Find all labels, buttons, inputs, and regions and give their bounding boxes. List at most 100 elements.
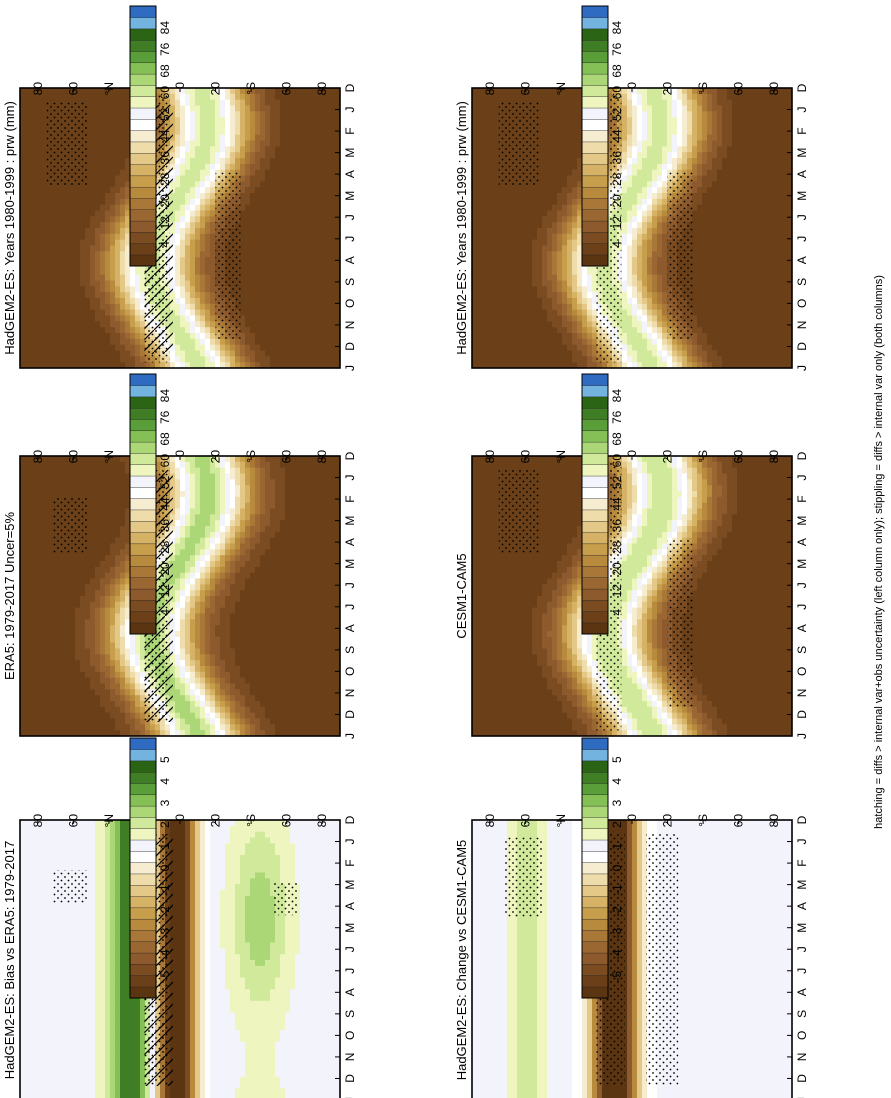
heatmap-cell xyxy=(290,204,296,211)
heatmap-cell xyxy=(637,362,643,369)
heatmap-cell xyxy=(20,88,26,95)
heatmap-cell xyxy=(190,88,196,95)
heatmap-cell xyxy=(240,333,246,340)
heatmap-cell xyxy=(225,128,231,136)
heatmap-cell xyxy=(482,134,488,141)
heatmap-cell xyxy=(25,99,31,106)
heatmap-cell xyxy=(335,228,341,235)
heatmap-cell xyxy=(572,117,578,124)
heatmap-cell xyxy=(335,111,341,118)
heatmap-cell xyxy=(275,93,281,101)
heatmap-cell xyxy=(20,228,26,235)
heatmap-cell xyxy=(240,163,246,171)
heatmap-cell xyxy=(20,274,26,281)
heatmap-cell xyxy=(330,169,336,176)
heatmap-cell xyxy=(170,362,176,369)
heatmap-cell xyxy=(265,140,271,147)
heatmap-cell xyxy=(50,216,56,223)
heatmap-cell xyxy=(532,222,538,229)
heatmap-cell xyxy=(205,239,211,246)
heatmap-cell xyxy=(185,239,191,246)
heatmap-cell xyxy=(517,222,523,229)
heatmap-cell xyxy=(315,193,321,200)
heatmap-cell xyxy=(85,181,91,188)
heatmap-cell xyxy=(572,123,578,130)
heatmap-cell xyxy=(250,298,256,305)
heatmap-cell xyxy=(280,99,286,106)
heatmap-cell xyxy=(572,274,578,281)
heatmap-cell xyxy=(200,344,206,351)
heatmap-cell xyxy=(477,134,483,141)
heatmap-cell xyxy=(120,88,126,95)
heatmap-cell xyxy=(190,93,196,101)
heatmap-cell xyxy=(265,257,271,264)
heatmap-cell xyxy=(180,298,186,305)
heatmap-cell xyxy=(522,344,528,351)
heatmap-cell xyxy=(130,321,136,328)
heatmap-cell xyxy=(305,193,311,200)
heatmap-cell xyxy=(482,216,488,223)
heatmap-cell xyxy=(200,128,206,136)
heatmap-cell xyxy=(275,245,281,252)
heatmap-cell xyxy=(285,222,291,229)
heatmap-cell xyxy=(215,117,221,124)
heatmap-cell xyxy=(310,181,316,188)
heatmap-cell xyxy=(522,245,528,252)
heatmap-cell xyxy=(637,216,643,223)
heatmap-cell xyxy=(120,263,126,270)
heatmap-cell xyxy=(557,204,563,211)
heatmap-cell xyxy=(130,274,136,281)
heatmap-cell xyxy=(472,350,478,357)
heatmap-cell xyxy=(642,280,648,287)
heatmap-cell xyxy=(477,210,483,217)
heatmap-cell xyxy=(592,338,598,346)
heatmap-cell xyxy=(477,163,483,171)
heatmap-cell xyxy=(315,134,321,141)
heatmap-cell xyxy=(330,175,336,182)
heatmap-cell xyxy=(567,193,573,200)
heatmap-cell xyxy=(532,251,538,258)
heatmap-cell xyxy=(305,303,311,311)
heatmap-cell xyxy=(20,362,26,369)
heatmap-cell xyxy=(125,181,131,188)
heatmap-cell xyxy=(597,362,603,369)
heatmap-cell xyxy=(532,315,538,322)
heatmap-cell xyxy=(120,216,126,223)
heatmap-cell xyxy=(622,286,628,293)
heatmap-cell xyxy=(65,356,71,363)
heatmap-cell xyxy=(482,198,488,206)
heatmap-cell xyxy=(210,152,216,159)
heatmap-cell xyxy=(215,350,221,357)
heatmap-cell xyxy=(517,204,523,211)
heatmap-cell xyxy=(210,105,216,112)
heatmap-cell xyxy=(95,152,101,159)
heatmap-cell xyxy=(30,298,36,305)
heatmap-cell xyxy=(90,356,96,363)
heatmap-cell xyxy=(632,187,638,194)
heatmap-cell xyxy=(487,140,493,147)
heatmap-cell xyxy=(205,245,211,252)
heatmap-cell xyxy=(300,338,306,346)
heatmap-cell xyxy=(260,204,266,211)
heatmap-cell xyxy=(567,146,573,153)
heatmap-cell xyxy=(245,99,251,106)
heatmap-cell xyxy=(125,222,131,229)
heatmap-cell xyxy=(230,111,236,118)
heatmap-cell xyxy=(90,198,96,206)
heatmap-cell xyxy=(627,327,633,334)
heatmap-cell xyxy=(260,321,266,328)
heatmap-cell xyxy=(245,356,251,363)
heatmap-cell xyxy=(502,251,508,258)
heatmap-cell xyxy=(140,303,146,311)
heatmap-cell xyxy=(35,263,41,270)
heatmap-cell xyxy=(270,315,276,322)
heatmap-cell xyxy=(130,362,136,369)
heatmap-cell xyxy=(652,274,658,281)
heatmap-cell xyxy=(50,251,56,258)
heatmap-cell xyxy=(185,93,191,101)
heatmap-cell xyxy=(482,193,488,200)
heatmap-cell xyxy=(255,134,261,141)
heatmap-cell xyxy=(235,338,241,346)
heatmap-cell xyxy=(537,309,543,316)
heatmap-cell xyxy=(315,309,321,316)
